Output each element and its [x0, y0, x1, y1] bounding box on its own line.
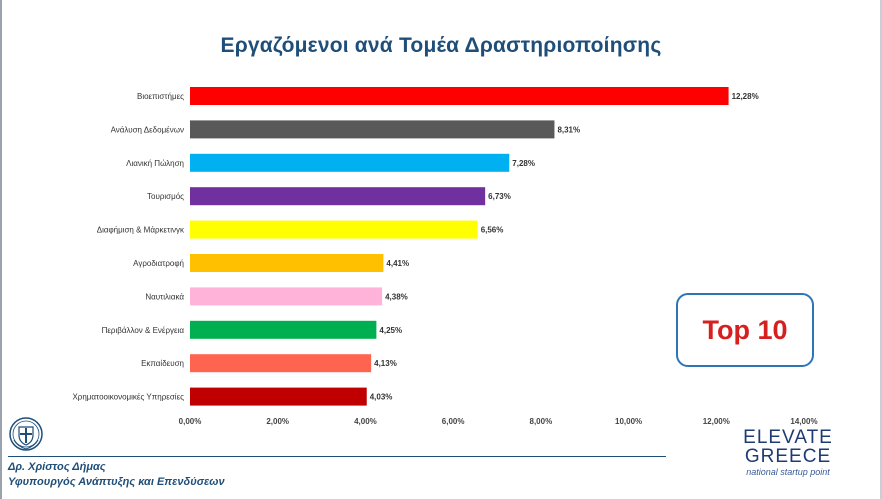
- x-tick-label: 4,00%: [354, 417, 377, 426]
- data-label: 8,31%: [557, 125, 580, 134]
- bar-2: [190, 120, 555, 139]
- category-label: Ναυτιλιακά: [145, 292, 184, 301]
- data-label: 4,25%: [379, 326, 402, 335]
- x-tick-label: 2,00%: [266, 417, 289, 426]
- x-tick-label: 8,00%: [530, 417, 553, 426]
- bar-7: [190, 287, 383, 306]
- x-tick-label: 6,00%: [442, 417, 465, 426]
- bar-5: [190, 220, 478, 239]
- category-label: Χρηματοοικονομικές Υπηρεσίες: [72, 393, 184, 402]
- category-label: Εκπαίδευση: [141, 359, 184, 368]
- data-label: 6,73%: [488, 192, 511, 201]
- logo-line-2: GREECE: [744, 446, 832, 467]
- data-label: 4,38%: [385, 292, 408, 301]
- category-label: Ανάλυση Δεδομένων: [111, 125, 184, 134]
- x-tick-label: 12,00%: [703, 417, 730, 426]
- greek-coat-of-arms-icon: [9, 417, 43, 451]
- data-label: 4,13%: [374, 359, 397, 368]
- bar-6: [190, 254, 384, 272]
- x-tick-label: 0,00%: [179, 417, 202, 426]
- x-tick-label: 10,00%: [615, 417, 642, 426]
- bar-1: [190, 87, 729, 105]
- author-name: Δρ. Χρίστος Δήμας: [8, 461, 106, 473]
- slide-right-border: [880, 0, 882, 499]
- bar-4: [190, 187, 486, 206]
- bar-8: [190, 320, 377, 339]
- data-label: 6,56%: [481, 226, 504, 235]
- slide-left-border: [0, 0, 2, 499]
- chart-title: Εργαζόμενοι ανά Τομέα Δραστηριοποίησης: [220, 34, 662, 57]
- elevate-greece-logo: ELEVATE GREECE national startup point: [740, 428, 836, 477]
- data-label: 4,41%: [386, 259, 409, 268]
- top-10-callout: Top 10: [676, 293, 814, 367]
- author-role: Υφυπουργός Ανάπτυξης και Επενδύσεων: [8, 476, 225, 488]
- data-label: 12,28%: [732, 92, 759, 101]
- category-label: Βιοεπιστήμες: [137, 92, 184, 101]
- category-label: Λιανική Πώληση: [126, 159, 184, 168]
- category-label: Περιβάλλον & Ενέργεια: [102, 326, 185, 335]
- bar-3: [190, 153, 510, 172]
- callout-text: Top 10: [702, 314, 788, 345]
- logo-tagline: national startup point: [746, 467, 830, 477]
- category-label: Τουρισμός: [147, 192, 184, 201]
- x-tick-label: 14,00%: [790, 417, 817, 426]
- data-label: 7,28%: [512, 159, 535, 168]
- bar-9: [190, 354, 372, 373]
- footer-divider: [8, 456, 666, 457]
- category-label: Αγροδιατροφή: [133, 259, 184, 268]
- bar-10: [190, 387, 367, 406]
- category-label: Διαφήμιση & Μάρκετινγκ: [97, 226, 185, 235]
- data-label: 4,03%: [370, 393, 393, 402]
- logo-line-1: ELEVATE: [743, 427, 833, 448]
